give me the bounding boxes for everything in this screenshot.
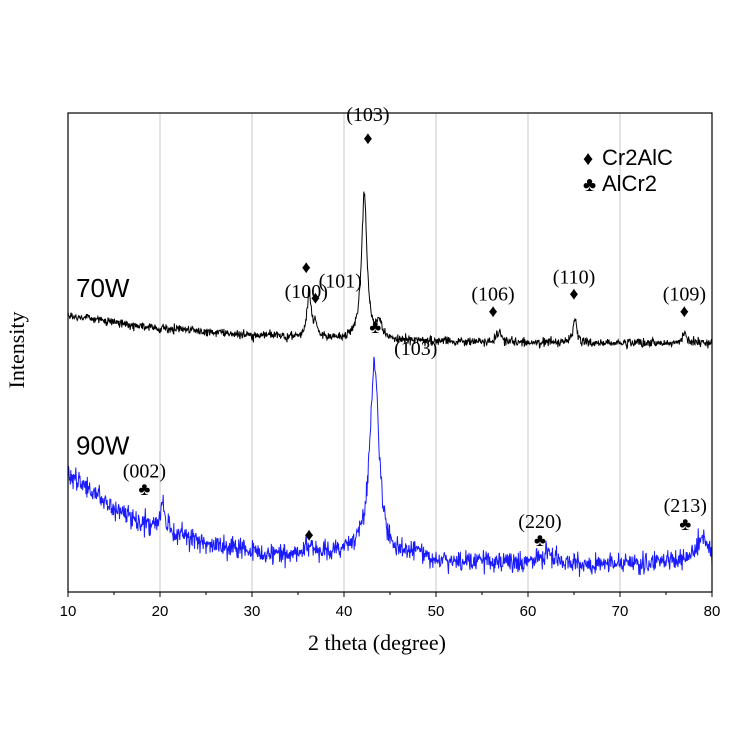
peak-marker: ♦ bbox=[304, 524, 313, 544]
series-label-90W: 90W bbox=[76, 430, 130, 460]
x-axis-label: 2 theta (degree) bbox=[308, 630, 446, 655]
peak-marker: ♣ bbox=[534, 530, 546, 550]
peak-label: (213) bbox=[664, 495, 707, 517]
series-line-70W bbox=[67, 191, 713, 350]
legend-label: Cr2AlC bbox=[602, 145, 673, 170]
peak-label: (106) bbox=[471, 284, 514, 306]
peak-marker: ♦ bbox=[311, 288, 320, 308]
peak-label: (101) bbox=[319, 270, 362, 292]
peak-annotations: 70W♦(100)♦(101)♦(103)♦(106) ♦(110)♦(109)9… bbox=[76, 104, 707, 550]
peak-label: (109) bbox=[663, 284, 706, 306]
series-label-70W: 70W bbox=[76, 273, 130, 303]
x-tick-label: 40 bbox=[336, 603, 353, 620]
x-tick-label: 60 bbox=[520, 603, 537, 620]
peak-marker: ♦ bbox=[302, 257, 311, 277]
peak-marker: ♣ bbox=[369, 317, 381, 337]
series-line-90W bbox=[67, 356, 713, 577]
curves bbox=[67, 191, 713, 577]
x-tick-label: 30 bbox=[244, 603, 261, 620]
peak-label: (002) bbox=[123, 461, 166, 483]
peak-marker: ♦ bbox=[569, 284, 578, 304]
peak-label: (100) bbox=[285, 281, 328, 303]
legend-label: AlCr2 bbox=[602, 171, 657, 196]
x-tick-label: 20 bbox=[152, 603, 169, 620]
peak-label: (103) bbox=[394, 338, 437, 360]
x-tick-label: 80 bbox=[704, 603, 721, 620]
peak-marker: ♣ bbox=[679, 514, 691, 534]
peak-label: (110) bbox=[553, 266, 596, 288]
x-tick-label: 10 bbox=[60, 603, 77, 620]
peak-label: (220) bbox=[518, 511, 561, 533]
x-axis-ticks: 10 20 30 40 50 60 70 80 bbox=[60, 592, 721, 620]
peak-marker: ♦ bbox=[363, 128, 372, 148]
x-tick-label: 70 bbox=[612, 603, 629, 620]
legend: ♦ Cr2AlC ♣ AlCr2 bbox=[583, 145, 673, 196]
legend-marker: ♦ bbox=[583, 148, 593, 170]
peak-marker: ♦ bbox=[680, 301, 689, 321]
legend-marker: ♣ bbox=[583, 174, 596, 196]
peak-label: (103) bbox=[346, 104, 389, 126]
y-axis-label: Intensity bbox=[4, 312, 29, 389]
x-tick-label: 50 bbox=[428, 603, 445, 620]
peak-marker: ♦ bbox=[488, 301, 497, 321]
peak-marker: ♣ bbox=[138, 479, 150, 499]
